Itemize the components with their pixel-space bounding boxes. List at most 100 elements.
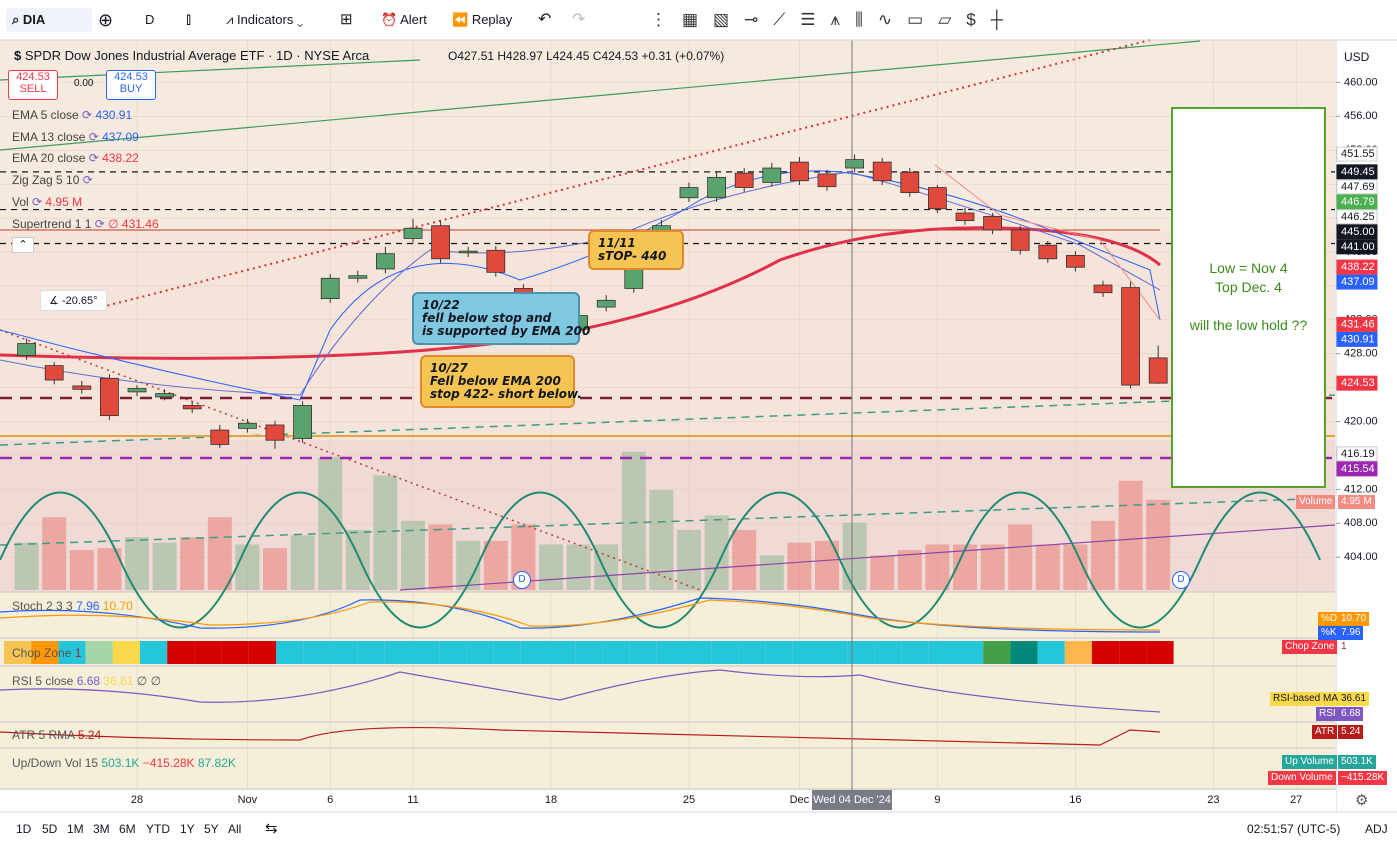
symbol-search[interactable]: ⌕ DIA: [6, 8, 92, 32]
range-button[interactable]: 6M: [119, 822, 136, 836]
dividend-marker[interactable]: D: [513, 571, 531, 589]
x-tick-label: 18: [545, 794, 557, 806]
volume-bar: [290, 535, 315, 590]
redo-button[interactable]: ↷: [572, 11, 586, 28]
range-button[interactable]: 3M: [93, 822, 110, 836]
chop-cell: [575, 641, 603, 664]
volume-axis-name: Volume: [1296, 495, 1336, 509]
up-axis-name: Up Volume: [1282, 755, 1337, 769]
price-label-bg: [1336, 164, 1378, 180]
candle-body: [72, 385, 92, 390]
range-button[interactable]: 1D: [16, 822, 32, 836]
collapse-legend[interactable]: ⌃: [12, 237, 34, 253]
cycle-wave: [0, 491, 241, 629]
settings-icon[interactable]: ⟳: [79, 173, 93, 188]
currency[interactable]: USD: [1344, 50, 1370, 64]
volume-bar: [428, 524, 453, 590]
templates-button[interactable]: ⊞: [340, 11, 353, 28]
candle-body: [210, 429, 230, 445]
range-button[interactable]: YTD: [146, 822, 170, 836]
indicator-row: EMA 5 close ⟳ 430.91: [12, 108, 132, 122]
volume-bar: [621, 451, 646, 590]
candle-body: [431, 225, 451, 260]
chop-cell: [357, 641, 385, 664]
volume-bar: [1146, 499, 1171, 590]
settings-icon[interactable]: ⟳: [85, 151, 103, 166]
clock[interactable]: 02:51:57 (UTC-5): [1247, 822, 1341, 836]
settings-button[interactable]: ⚙: [1355, 792, 1369, 809]
range-button[interactable]: 5Y: [204, 822, 219, 836]
candle-body: [348, 275, 368, 279]
chop-cell: [1092, 641, 1120, 664]
volume-bar: [456, 540, 481, 590]
y-tick-label: 456.00: [1344, 110, 1378, 122]
alert-button[interactable]: ⏰ Alert: [381, 12, 427, 27]
x-tick-label: Nov: [238, 794, 258, 806]
symbol: DIA: [22, 12, 46, 27]
dividend-marker[interactable]: D: [1172, 571, 1190, 589]
rsi-legend: RSI 5 close 6.68 36.61 ∅ ∅: [12, 674, 161, 688]
settings-icon[interactable]: ⟳: [78, 108, 96, 122]
x-tick-label: 23: [1207, 794, 1219, 806]
indicator-value: 4.95 M: [45, 194, 83, 209]
price-label-text: 438.22: [1341, 261, 1375, 273]
atr-value: 5.24: [77, 728, 102, 742]
y-tick-label: 420.00: [1344, 415, 1378, 427]
indicator-name: Zig Zag 5 10: [12, 173, 80, 188]
pane-shade: [0, 440, 1335, 592]
chop-cell: [221, 641, 249, 664]
stoch-d: 10.70: [102, 599, 133, 613]
atr-axis-value: 5.24: [1338, 725, 1364, 739]
drawing-tools[interactable]: ⋮▦▧⊸⟋☰⩚⫼∿▭▱$┼: [650, 10, 1018, 29]
candle-body: [790, 161, 809, 182]
indicator-value: 438.22: [102, 151, 139, 166]
chart-type-button[interactable]: ⫾: [186, 11, 192, 28]
undo-button[interactable]: ↶: [538, 11, 552, 28]
stoch-d: [0, 599, 1161, 631]
adj-button[interactable]: ADJ: [1365, 822, 1388, 836]
chop-cell: [847, 641, 875, 664]
candle-body: [375, 253, 395, 270]
x-tick-label: 11: [407, 794, 418, 806]
date-range-button[interactable]: ⇆: [265, 820, 278, 837]
candle-body: [762, 167, 782, 183]
price-label: 445.00: [1336, 224, 1378, 240]
chop-cell: [1119, 641, 1147, 664]
volume-bar: [870, 555, 895, 590]
price-label-text: 451.55: [1341, 148, 1375, 160]
candle-body: [1121, 287, 1140, 386]
candle-body: [1066, 254, 1085, 268]
settings-icon[interactable]: ⟳: [85, 129, 103, 144]
sell-button[interactable]: 424.53 SELL: [8, 70, 58, 100]
range-button[interactable]: 1M: [67, 822, 84, 836]
range-button[interactable]: All: [228, 822, 242, 836]
range-button[interactable]: 5D: [42, 822, 58, 836]
chop-cell: [194, 641, 222, 664]
chop-cell: [303, 641, 331, 664]
candle-body: [320, 277, 340, 300]
replay-button[interactable]: ⏪ Replay: [452, 12, 513, 27]
price-label-text: 449.45: [1341, 166, 1375, 178]
y-tick-label: 428.00: [1344, 348, 1378, 360]
chop-name: Chop Zone: [12, 646, 72, 660]
price-label-bg: [1336, 224, 1378, 240]
settings-icon[interactable]: ⟳: [28, 194, 46, 209]
indicators-button[interactable]: ⩘ Indicators ⌄: [226, 12, 304, 27]
buy-button[interactable]: 424.53 BUY: [106, 70, 156, 100]
settings-icon[interactable]: ⟳: [91, 216, 109, 231]
interval-button[interactable]: D: [145, 12, 155, 27]
buy-label: BUY: [119, 83, 143, 95]
rsi-ma-axis-name: RSI-based MA: [1270, 692, 1342, 706]
candle-body: [817, 173, 837, 188]
chop-axis-name: Chop Zone: [1282, 640, 1338, 654]
volume-bar: [594, 544, 619, 590]
x-tick-label: 9: [934, 794, 940, 806]
range-button[interactable]: 1Y: [180, 822, 195, 836]
chop-cell: [1064, 641, 1092, 664]
up-value: 503.1K: [101, 756, 140, 770]
indicator-row: Vol ⟳ 4.95 M: [12, 195, 82, 209]
compare-button[interactable]: ⊕: [98, 10, 114, 30]
chop-cell: [167, 641, 195, 664]
